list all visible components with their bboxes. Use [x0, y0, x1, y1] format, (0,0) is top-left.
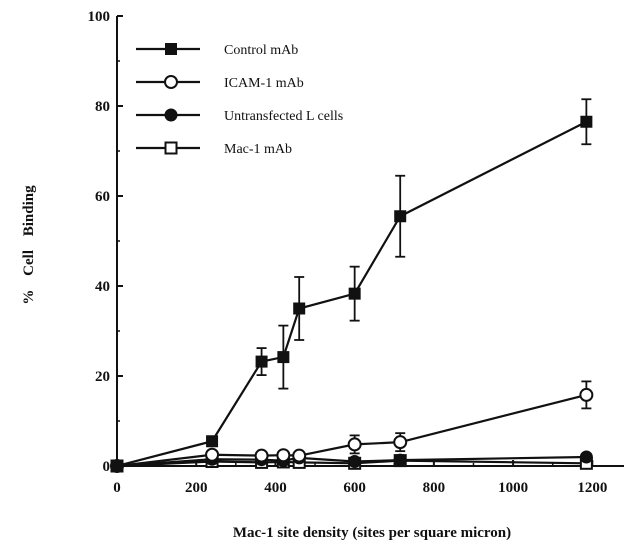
data-point: [348, 455, 362, 468]
y-tick-label: 80: [95, 99, 110, 115]
data-point: [579, 450, 593, 464]
x-tick-label: 600: [343, 480, 366, 496]
x-tick-label: 400: [264, 480, 287, 496]
data-point: [393, 453, 407, 467]
y-axis-title: % Cell Binding: [21, 185, 37, 305]
legend-item: ICAM-1 mAb: [136, 75, 304, 91]
data-point: [393, 435, 408, 450]
legend-label: Mac-1 mAb: [224, 142, 292, 157]
legend-item: Mac-1 mAb: [136, 141, 292, 157]
data-point: [348, 287, 361, 300]
legend-marker: [164, 141, 178, 155]
data-point: [254, 448, 269, 463]
x-axis-title: Mac-1 site density (sites per square mic…: [233, 525, 511, 541]
legend-marker: [165, 43, 177, 55]
legend-label: Control mAb: [224, 43, 298, 58]
data-point: [206, 435, 219, 448]
y-tick-label: 100: [88, 9, 111, 25]
data-point: [277, 351, 290, 364]
y-tick-label: 40: [95, 279, 110, 295]
series-control-mab: [111, 98, 593, 472]
y-tick-label: 60: [95, 189, 110, 205]
series-line: [116, 455, 587, 468]
x-tick-label: 1200: [577, 480, 607, 496]
data-point: [292, 448, 307, 463]
data-point: [347, 437, 362, 452]
legend-marker: [164, 108, 178, 122]
data-point: [394, 210, 407, 223]
series-line: [116, 393, 587, 468]
x-tick-label: 1000: [498, 480, 528, 496]
series-line: [116, 120, 587, 468]
legend-item: Control mAb: [136, 43, 298, 58]
legend-label: Untransfected L cells: [224, 109, 343, 124]
data-point: [580, 115, 593, 128]
x-tick-label: 200: [185, 480, 208, 496]
legend-marker: [164, 75, 178, 89]
x-tick-label: 0: [113, 480, 121, 496]
data-point: [579, 387, 594, 402]
data-point: [293, 302, 306, 315]
y-tick-label: 0: [103, 459, 111, 475]
data-point: [111, 460, 123, 472]
x-tick-label: 800: [423, 480, 446, 496]
series-layer: [110, 98, 594, 473]
data-point: [276, 448, 291, 463]
y-tick-label: 20: [95, 369, 110, 385]
legend-item: Untransfected L cells: [136, 108, 343, 124]
legend: Control mAb ICAM-1 mAb Untransfected L cel…: [136, 43, 343, 157]
legend-label: ICAM-1 mAb: [224, 76, 304, 91]
data-point: [255, 355, 268, 368]
data-point: [205, 447, 220, 462]
